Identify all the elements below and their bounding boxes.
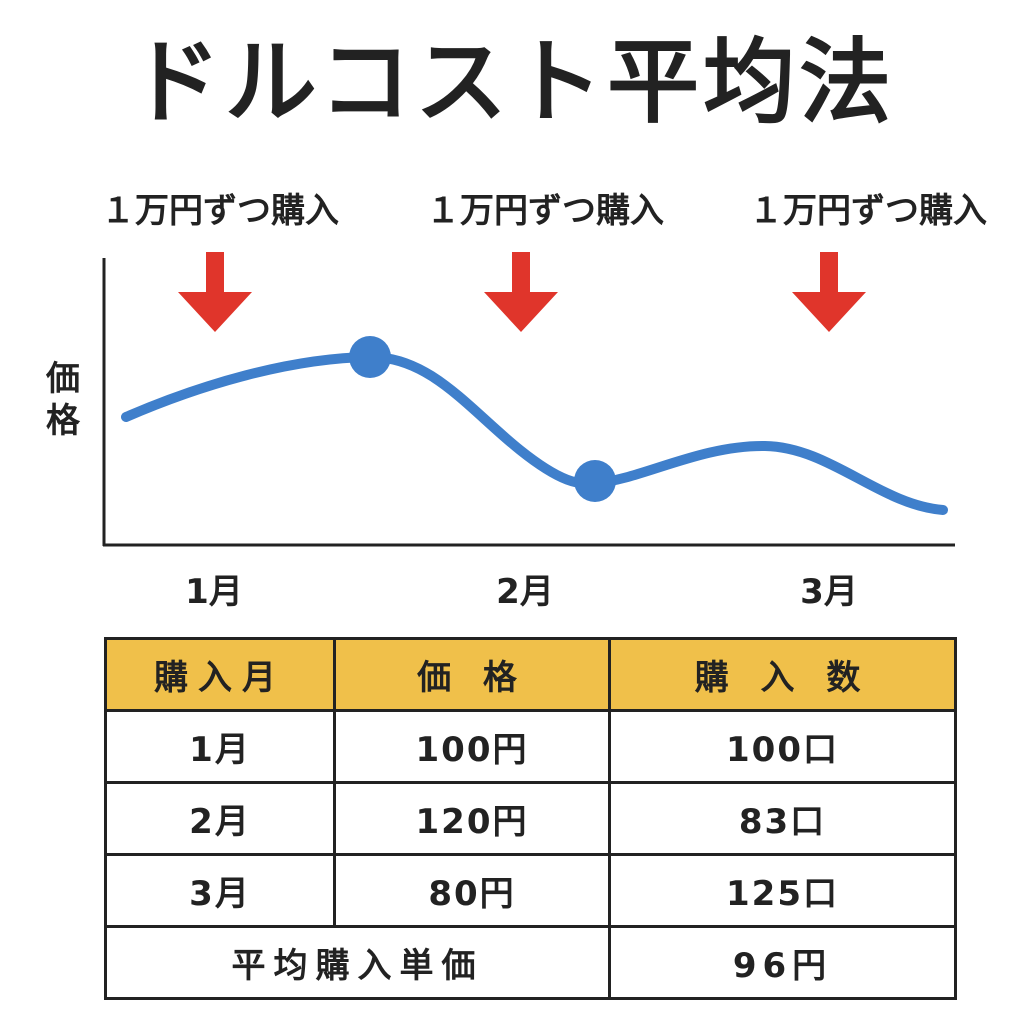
x-tick-label: 2月 (496, 572, 554, 612)
average-unit-price-label: 平均購入単価 (104, 925, 611, 1000)
x-tick-label: 1月 (185, 572, 243, 612)
header-month: 購入月 (104, 637, 336, 712)
cell-price: 120円 (333, 781, 611, 856)
price-line (121, 351, 948, 515)
x-tick-label: 3月 (800, 572, 858, 612)
cell-quantity: 125口 (608, 853, 957, 928)
trough-point (574, 460, 616, 502)
cell-price: 100円 (333, 709, 611, 784)
purchase-annotation: １万円ずつ購入 (101, 191, 339, 231)
table-row: 1月 100円 100口 (104, 709, 957, 784)
header-quantity: 購 入 数 (608, 637, 957, 712)
down-arrow-icon (792, 252, 866, 332)
average-unit-price-value: 96円 (608, 925, 957, 1000)
table-row: 3月 80円 125口 (104, 853, 957, 928)
purchase-annotation: １万円ずつ購入 (426, 191, 664, 231)
cell-price: 80円 (333, 853, 611, 928)
page-title: ドルコスト平均法 (128, 29, 896, 136)
y-axis-label: 価格 (45, 359, 81, 441)
purchase-table: 購入月 価 格 購 入 数 1月 100円 100口 2月 120円 83口 3… (104, 637, 957, 1000)
table-row: 2月 120円 83口 (104, 781, 957, 856)
cell-month: 2月 (104, 781, 336, 856)
summary-row: 平均購入単価 96円 (104, 925, 957, 1000)
table-header-row: 購入月 価 格 購 入 数 (104, 637, 957, 712)
down-arrow-icon (484, 252, 558, 332)
cell-month: 1月 (104, 709, 336, 784)
down-arrow-icon (178, 252, 252, 332)
cell-quantity: 100口 (608, 709, 957, 784)
peak-point (349, 336, 391, 378)
purchase-annotation: １万円ずつ購入 (749, 191, 987, 231)
cell-month: 3月 (104, 853, 336, 928)
cell-quantity: 83口 (608, 781, 957, 856)
header-price: 価 格 (333, 637, 611, 712)
